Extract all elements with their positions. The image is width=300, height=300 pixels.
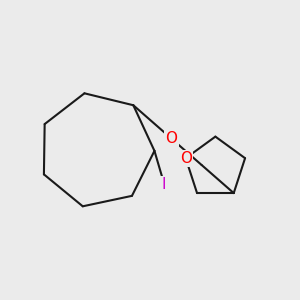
Text: I: I: [161, 177, 166, 192]
Text: O: O: [166, 131, 178, 146]
Text: O: O: [180, 151, 192, 166]
